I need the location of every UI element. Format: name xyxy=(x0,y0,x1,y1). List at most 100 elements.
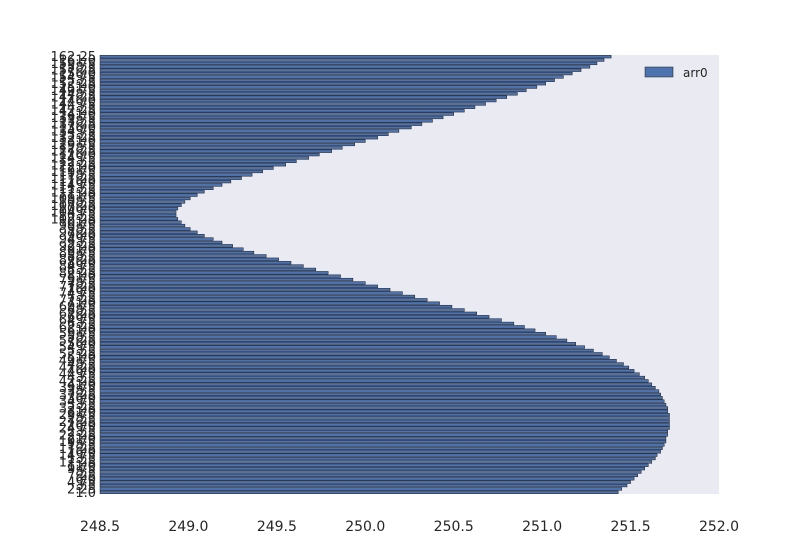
y-tick-label: 14.75 xyxy=(59,449,96,464)
bar xyxy=(99,119,433,123)
bar xyxy=(99,173,253,177)
y-tick-label: 52.25 xyxy=(59,347,96,362)
x-tick-label: 250.5 xyxy=(434,519,474,535)
bar xyxy=(99,396,663,400)
bar xyxy=(99,254,267,258)
bar xyxy=(99,460,653,464)
bar xyxy=(99,153,320,157)
y-tick-label: 113.5 xyxy=(59,182,96,197)
bar xyxy=(99,122,423,126)
bar xyxy=(99,102,486,106)
bar xyxy=(99,291,403,295)
y-tick-label: 118.5 xyxy=(59,168,96,183)
bar xyxy=(99,166,274,170)
bar xyxy=(99,78,555,82)
bar xyxy=(99,450,661,454)
y-tick-label: 78.5 xyxy=(67,276,96,291)
y-tick-label: 87.25 xyxy=(59,253,96,268)
bar xyxy=(99,267,317,272)
y-tick-label: 22.25 xyxy=(59,428,96,443)
bar xyxy=(99,68,582,72)
bar xyxy=(99,321,515,326)
y-tick-label: 134.75 xyxy=(51,124,97,139)
y-tick-label: 153.5 xyxy=(59,74,96,89)
bar xyxy=(99,55,612,59)
bar xyxy=(99,284,378,288)
bar xyxy=(99,453,658,457)
bar xyxy=(99,416,670,420)
legend-label: arr0 xyxy=(683,66,708,80)
bar xyxy=(99,355,610,359)
y-tick-label: 91.0 xyxy=(67,243,96,258)
bar xyxy=(99,335,557,339)
y-tick-label: 121.0 xyxy=(59,162,96,177)
bar xyxy=(99,180,232,184)
y-tick-label: 32.25 xyxy=(59,401,96,416)
bar xyxy=(99,277,354,282)
bar xyxy=(99,65,591,69)
y-tick-label: 117.25 xyxy=(51,172,97,187)
bar xyxy=(99,386,656,390)
bar xyxy=(99,92,518,96)
bar xyxy=(99,183,223,187)
bar xyxy=(99,261,292,265)
x-tick-label: 251.0 xyxy=(522,519,562,535)
bar xyxy=(99,419,670,423)
bar xyxy=(99,365,630,369)
y-tick-label: 28.5 xyxy=(67,412,96,427)
bar xyxy=(99,399,665,403)
y-tick-label: 46.0 xyxy=(67,364,96,379)
y-tick-label: 128.5 xyxy=(59,141,96,156)
y-tick-label: 13.5 xyxy=(67,452,96,467)
y-tick-label: 81.0 xyxy=(67,270,96,285)
y-tick-label: 116.0 xyxy=(59,175,96,190)
y-tick-label: 37.25 xyxy=(59,388,96,403)
bar xyxy=(99,75,564,79)
bar xyxy=(99,402,667,407)
bar xyxy=(99,85,538,89)
x-tick-label: 251.5 xyxy=(611,519,651,535)
y-tick-label: 36.0 xyxy=(67,391,96,406)
y-tick-label: 152.25 xyxy=(51,77,97,92)
bar xyxy=(99,369,635,373)
y-tick-label: 4.75 xyxy=(67,476,96,491)
bar xyxy=(99,409,668,413)
y-tick-label: 42.25 xyxy=(59,374,96,389)
bar xyxy=(99,325,525,329)
bar xyxy=(99,61,598,66)
y-tick-label: 137.25 xyxy=(51,118,97,133)
y-tick-label: 103.5 xyxy=(59,209,96,224)
bar xyxy=(99,207,179,211)
bar xyxy=(99,146,343,150)
bar xyxy=(99,271,329,275)
y-tick-label: 119.75 xyxy=(51,165,97,180)
y-tick-label: 21.0 xyxy=(67,432,96,447)
bar xyxy=(99,375,645,380)
bar xyxy=(99,348,594,353)
bar xyxy=(99,129,400,133)
bar xyxy=(99,247,244,251)
x-tick-label: 250.0 xyxy=(345,519,385,535)
y-tick-label: 122.25 xyxy=(51,158,97,173)
bar xyxy=(99,112,454,116)
y-tick-label: 9.75 xyxy=(67,462,96,477)
bar xyxy=(99,95,508,99)
y-tick-label: 154.75 xyxy=(51,70,97,85)
bar xyxy=(99,487,622,491)
y-tick-label: 79.75 xyxy=(59,273,96,288)
y-tick-label: 97.25 xyxy=(59,226,96,241)
bar xyxy=(99,98,497,103)
bar xyxy=(99,288,391,292)
bar xyxy=(99,426,670,430)
bar xyxy=(99,423,670,427)
y-tick-label: 24.75 xyxy=(59,422,96,437)
y-tick-label: 84.75 xyxy=(59,260,96,275)
bar xyxy=(99,176,242,180)
bar xyxy=(99,126,412,130)
bar xyxy=(99,456,656,461)
y-tick-label: 41.0 xyxy=(67,378,96,393)
bar xyxy=(99,257,279,261)
y-tick-label: 62.25 xyxy=(59,320,96,335)
y-tick-label: 98.5 xyxy=(67,222,96,237)
